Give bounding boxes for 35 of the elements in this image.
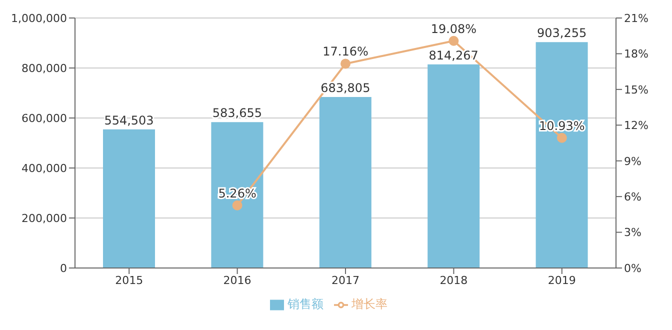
- bar: [211, 122, 264, 268]
- x-tick-label: 2016: [223, 274, 252, 287]
- legend-label: 销售额: [288, 297, 324, 311]
- y-tick-label: 1,000,000: [11, 12, 67, 25]
- point: [340, 58, 350, 69]
- y-tick-label: 600,000: [22, 112, 67, 125]
- data-label: 583,655: [212, 106, 262, 120]
- y-tick-label: 200,000: [22, 212, 67, 225]
- y2-tick-label: 21%: [624, 12, 648, 25]
- data-label: 554,503: [104, 113, 154, 128]
- y2-tick-label: 0%: [624, 262, 642, 275]
- y-tick-label: 0: [60, 262, 67, 275]
- data-label: 17.16%: [322, 44, 368, 59]
- bar: [319, 97, 372, 268]
- point: [556, 132, 567, 143]
- x-tick-label: 2018: [440, 274, 468, 287]
- x-tick-label: 2019: [548, 274, 576, 287]
- y2-tick-label: 15%: [624, 83, 648, 96]
- y2-tick-label: 9%: [624, 154, 642, 168]
- y2-tick-label: 3%: [624, 226, 642, 240]
- data-label: 903,255: [536, 26, 587, 40]
- legend-label: 增长率: [352, 297, 388, 311]
- bar: [103, 129, 155, 268]
- data-label: 19.08%: [430, 22, 477, 36]
- y2-tick-label: 18%: [624, 48, 648, 61]
- y-tick-label: 400,000: [22, 162, 67, 175]
- bar: [536, 42, 588, 268]
- point: [448, 36, 459, 46]
- x-tick-label: 2017: [332, 274, 360, 287]
- y2-tick-label: 6%: [624, 190, 642, 204]
- point: [232, 200, 242, 210]
- bar: [428, 64, 480, 268]
- x-tick-label: 2015: [115, 274, 144, 287]
- y-tick-label: 800,000: [22, 62, 67, 75]
- y2-tick-label: 12%: [624, 119, 648, 132]
